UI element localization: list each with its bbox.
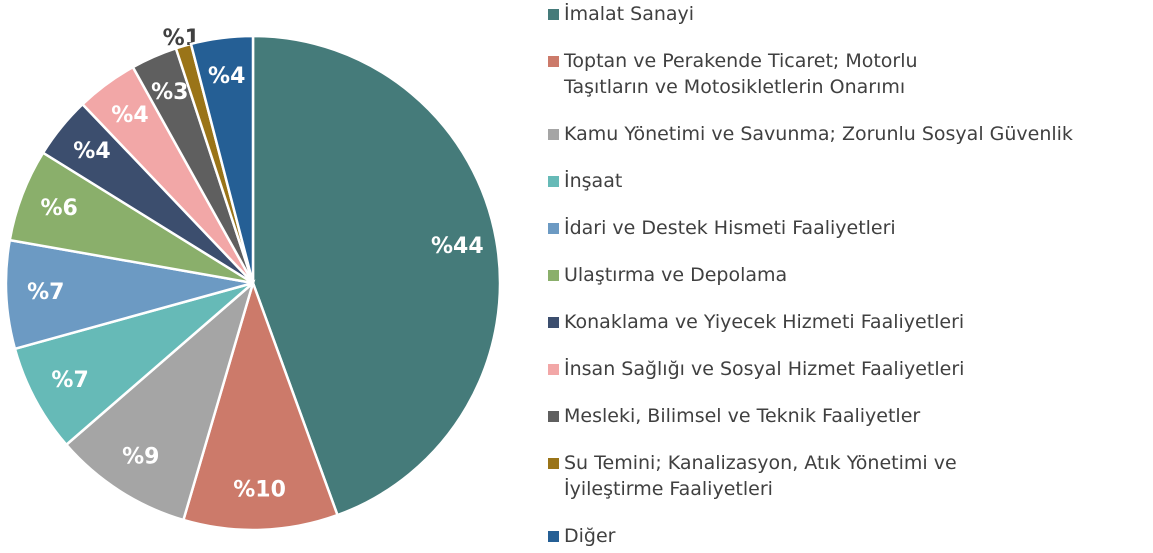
legend-label: Konaklama ve Yiyecek Hizmeti Faaliyetler… [564,311,965,333]
legend-swatch [548,531,559,542]
legend-label: Mesleki, Bilimsel ve Teknik Faaliyetler [564,405,921,427]
legend-label: Toptan ve Perakende Ticaret; Motorlu Taş… [564,50,918,98]
data-label: %4 [111,103,148,128]
legend-swatch [548,364,559,375]
legend-item: İnşaat [548,168,622,194]
data-label: %3 [151,80,188,105]
legend-swatch [548,223,559,234]
legend-item: Ulaştırma ve Depolama [548,262,787,288]
legend-item: İmalat Sanayi [548,1,694,27]
pie-slice [64,279,256,522]
data-label: %6 [41,196,78,221]
data-label: %7 [51,368,88,393]
legend-label: İdari ve Destek Hismeti Faaliyetleri [564,217,896,239]
legend-swatch [548,317,559,328]
legend-label: Kamu Yönetimi ve Savunma; Zorunlu Sosyal… [564,123,1073,145]
legend-swatch [548,9,559,20]
legend-label: İmalat Sanayi [564,3,695,25]
data-label: %4 [73,139,110,164]
legend-swatch [548,129,559,140]
data-label: %4 [208,64,245,89]
legend-item: İnsan Sağlığı ve Sosyal Hizmet Faaliyetl… [548,356,964,382]
legend-label: İnsan Sağlığı ve Sosyal Hizmet Faaliyetl… [564,358,965,380]
legend-item: İdari ve Destek Hismeti Faaliyetleri [548,215,896,241]
legend-item: Mesleki, Bilimsel ve Teknik Faaliyetler [548,403,920,429]
data-label: %44 [431,234,484,259]
legend-swatch [548,176,559,187]
legend-swatch [548,270,559,281]
legend-label: İnşaat [564,170,623,192]
chart: %44%10%9%7%7%6%4%4%3%1%4 [4,26,502,532]
legend-swatch [548,56,559,67]
pie-slice [181,278,340,532]
legend-item: Konaklama ve Yiyecek Hizmeti Faaliyetler… [548,309,964,335]
data-label: %9 [122,445,159,470]
pie-slice [189,34,255,284]
legend-item: Kamu Yönetimi ve Savunma; Zorunlu Sosyal… [548,121,1073,147]
legend-label: Diğer [564,525,616,547]
pie-slice [251,34,502,517]
legend-item: Diğer [548,523,615,549]
legend-label: Ulaştırma ve Depolama [564,264,788,286]
legend-item: Toptan ve Perakende Ticaret; Motorlu Taş… [548,48,918,100]
legend-label: Su Temini; Kanalizasyon, Atık Yönetimi v… [564,452,957,500]
data-label: %10 [233,477,286,502]
legend-item: Su Temini; Kanalizasyon, Atık Yönetimi v… [548,450,957,502]
legend-swatch [548,411,559,422]
pie-slice [4,238,254,351]
pie-slice [13,281,254,447]
data-label: %7 [27,280,64,305]
legend-swatch [548,458,559,469]
